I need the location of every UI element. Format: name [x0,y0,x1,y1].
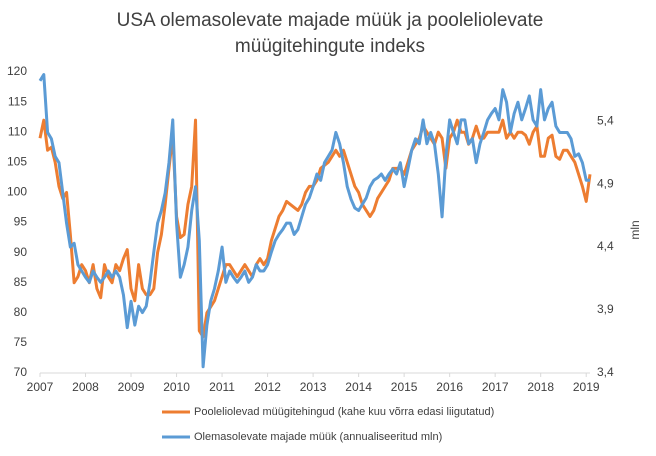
x-tick-label: 2015 [391,380,418,394]
chart-title: USA olemasolevate majade müük ja pooleli… [116,10,544,57]
y-tick-label: 110 [8,124,27,138]
y2-tick-label: 3,4 [597,365,614,379]
y-tick-label: 120 [7,64,27,78]
y2-tick-label: 5,4 [597,113,614,127]
x-tick-label: 2018 [527,380,554,394]
y-tick-label: 105 [7,154,27,168]
y-tick-label: 85 [14,275,28,289]
x-tick-label: 2009 [118,380,145,394]
y-tick-label: 90 [14,245,28,259]
legend-label: Pooleliolevad müügitehingud (kahe kuu võ… [194,406,494,418]
x-tick-label: 2010 [163,380,190,394]
y-tick-label: 70 [14,365,28,379]
x-tick-label: 2013 [300,380,327,394]
x-tick-label: 2012 [254,380,281,394]
x-tick-label: 2019 [573,380,600,394]
y-tick-label: 75 [14,335,28,349]
x-tick-label: 2007 [27,380,54,394]
y-tick-label: 80 [14,305,28,319]
y2-tick-label: 4,4 [597,239,614,253]
x-tick-label: 2008 [72,380,99,394]
y-tick-label: 115 [8,94,27,108]
x-tick-label: 2011 [209,380,235,394]
y2-axis-label: mln [628,220,642,239]
series-line [38,73,590,369]
x-tick-label: 2014 [345,380,372,394]
y2-tick-label: 3,9 [597,302,614,316]
y2-tick-label: 4,9 [597,176,614,190]
y-tick-label: 95 [14,215,28,229]
x-tick-label: 2016 [436,380,463,394]
legend-label: Olemasolevate majade müük (annualiseerit… [194,431,442,443]
series-line [38,118,592,339]
x-tick-label: 2017 [482,380,509,394]
y-tick-label: 100 [7,185,27,199]
